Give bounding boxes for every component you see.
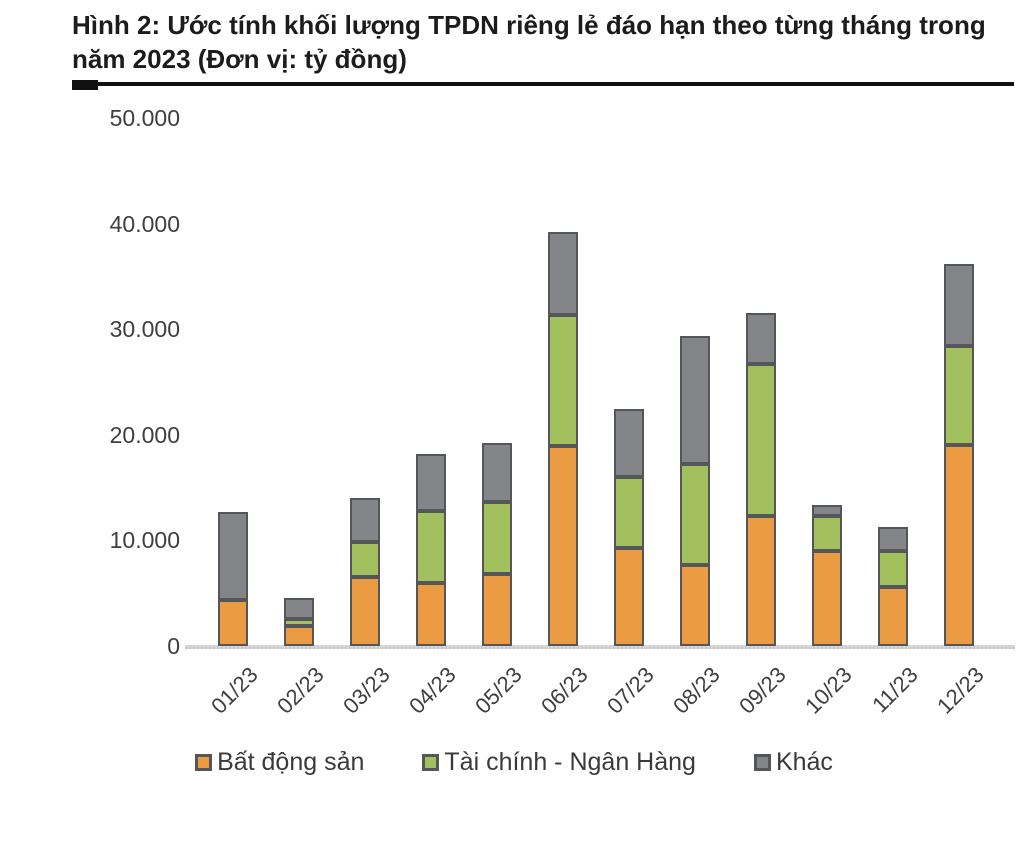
bar-05/23 [482, 443, 512, 646]
bar-segment [416, 583, 446, 646]
bar-04/23 [416, 454, 446, 646]
bar-segment [746, 516, 776, 646]
bar-segment [482, 574, 512, 646]
bar-02/23 [284, 598, 314, 646]
bar-segment [878, 527, 908, 551]
y-tick-label: 40.000 [109, 210, 180, 237]
bar-segment [944, 445, 974, 646]
y-axis: 0 10.000 20.000 30.000 40.000 50.000 [0, 105, 180, 659]
y-tick-label: 30.000 [109, 316, 180, 343]
bar-segment [482, 502, 512, 574]
y-tick-label: 50.000 [109, 105, 180, 131]
bar-segment [548, 232, 578, 315]
plot-area [200, 118, 992, 646]
bar-segment [944, 346, 974, 445]
bar-segment [416, 511, 446, 583]
bar-segment [614, 477, 644, 548]
bar-03/23 [350, 498, 380, 646]
bar-segment [812, 516, 842, 551]
legend-swatch-icon [195, 754, 213, 771]
bar-segment [680, 464, 710, 565]
bar-segment [812, 551, 842, 646]
legend-label: Tài chính - Ngân Hàng [444, 748, 696, 776]
bar-segment [350, 498, 380, 542]
bar-07/23 [614, 409, 644, 646]
bar-segment [746, 364, 776, 516]
x-axis-labels: 01/23 02/23 03/23 04/23 05/23 06/23 07/23 08/23… [200, 646, 992, 756]
bar-segment [350, 577, 380, 646]
legend-swatch-icon [753, 754, 771, 771]
bar-segment [614, 548, 644, 646]
bar-segment [746, 313, 776, 364]
bar-11/23 [878, 527, 908, 646]
legend-item: Tài chính - Ngân Hàng [422, 748, 696, 777]
bar-12/23 [944, 264, 974, 646]
bar-10/23 [812, 505, 842, 646]
title-divider [72, 82, 1014, 86]
bar-segment [218, 512, 248, 600]
bar-09/23 [746, 313, 776, 646]
x-axis-line [185, 645, 1015, 649]
bar-segment [416, 454, 446, 511]
legend-swatch-icon [422, 754, 440, 771]
bar-01/23 [218, 512, 248, 646]
bar-segment [284, 626, 314, 646]
bar-08/23 [680, 336, 710, 646]
legend-item: Khác [753, 748, 833, 777]
y-tick-label: 20.000 [109, 421, 180, 448]
bar-segment [350, 542, 380, 577]
bar-segment [284, 598, 314, 619]
bar-segment [548, 315, 578, 446]
bar-segment [614, 409, 644, 477]
bar-segment [218, 600, 248, 646]
bar-segment [680, 336, 710, 464]
figure-title: Hình 2: Ước tính khối lượng TPDN riêng l… [72, 10, 986, 75]
bar-segment [944, 264, 974, 346]
bar-segment [878, 551, 908, 587]
y-tick-label: 0 [167, 633, 180, 659]
legend: Bất động sản Tài chính - Ngân Hàng Khác [0, 748, 1028, 777]
bar-segment [812, 505, 842, 516]
legend-label: Khác [775, 748, 833, 776]
legend-label: Bất động sản [217, 748, 365, 776]
title-divider-accent [72, 80, 98, 90]
bar-segment [482, 443, 512, 502]
bar-segment [548, 446, 578, 646]
y-tick-label: 10.000 [109, 527, 180, 554]
bar-segment [284, 619, 314, 626]
legend-item: Bất động sản [195, 748, 364, 777]
bar-06/23 [548, 232, 578, 646]
bar-segment [878, 587, 908, 646]
bar-segment [680, 565, 710, 646]
